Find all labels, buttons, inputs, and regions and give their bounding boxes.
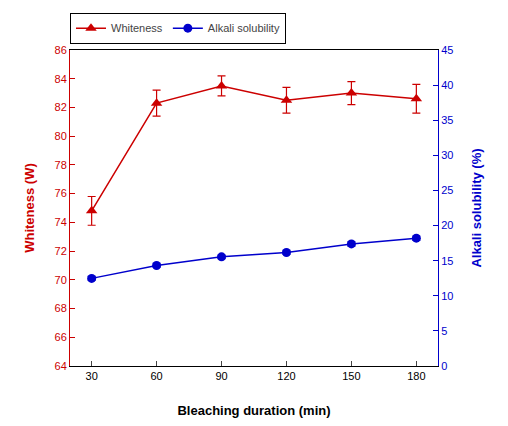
svg-text:5: 5 xyxy=(441,325,447,337)
svg-text:120: 120 xyxy=(277,370,295,382)
svg-text:25: 25 xyxy=(441,184,453,196)
svg-text:Bleaching duration (min): Bleaching duration (min) xyxy=(177,403,330,418)
svg-text:10: 10 xyxy=(441,290,453,302)
svg-text:66: 66 xyxy=(55,331,67,343)
svg-text:76: 76 xyxy=(55,187,67,199)
svg-text:Alkali solubility (%): Alkali solubility (%) xyxy=(469,148,484,267)
svg-text:68: 68 xyxy=(55,302,67,314)
svg-text:60: 60 xyxy=(150,370,162,382)
svg-text:72: 72 xyxy=(55,245,67,257)
svg-text:80: 80 xyxy=(55,130,67,142)
svg-text:Whiteness (W): Whiteness (W) xyxy=(22,163,37,253)
svg-text:0: 0 xyxy=(441,360,447,372)
svg-text:Alkali solubility: Alkali solubility xyxy=(208,22,280,34)
svg-text:90: 90 xyxy=(215,370,227,382)
svg-text:20: 20 xyxy=(441,219,453,231)
svg-text:180: 180 xyxy=(407,370,425,382)
svg-text:70: 70 xyxy=(55,274,67,286)
svg-text:45: 45 xyxy=(441,44,453,56)
svg-text:82: 82 xyxy=(55,101,67,113)
svg-text:40: 40 xyxy=(441,79,453,91)
svg-text:84: 84 xyxy=(55,73,67,85)
svg-text:30: 30 xyxy=(441,149,453,161)
svg-text:15: 15 xyxy=(441,255,453,267)
svg-text:Whiteness: Whiteness xyxy=(111,22,163,34)
svg-text:150: 150 xyxy=(342,370,360,382)
svg-text:78: 78 xyxy=(55,159,67,171)
svg-text:86: 86 xyxy=(55,44,67,56)
svg-text:30: 30 xyxy=(86,370,98,382)
svg-text:64: 64 xyxy=(55,360,67,372)
svg-text:74: 74 xyxy=(55,216,67,228)
svg-text:35: 35 xyxy=(441,114,453,126)
